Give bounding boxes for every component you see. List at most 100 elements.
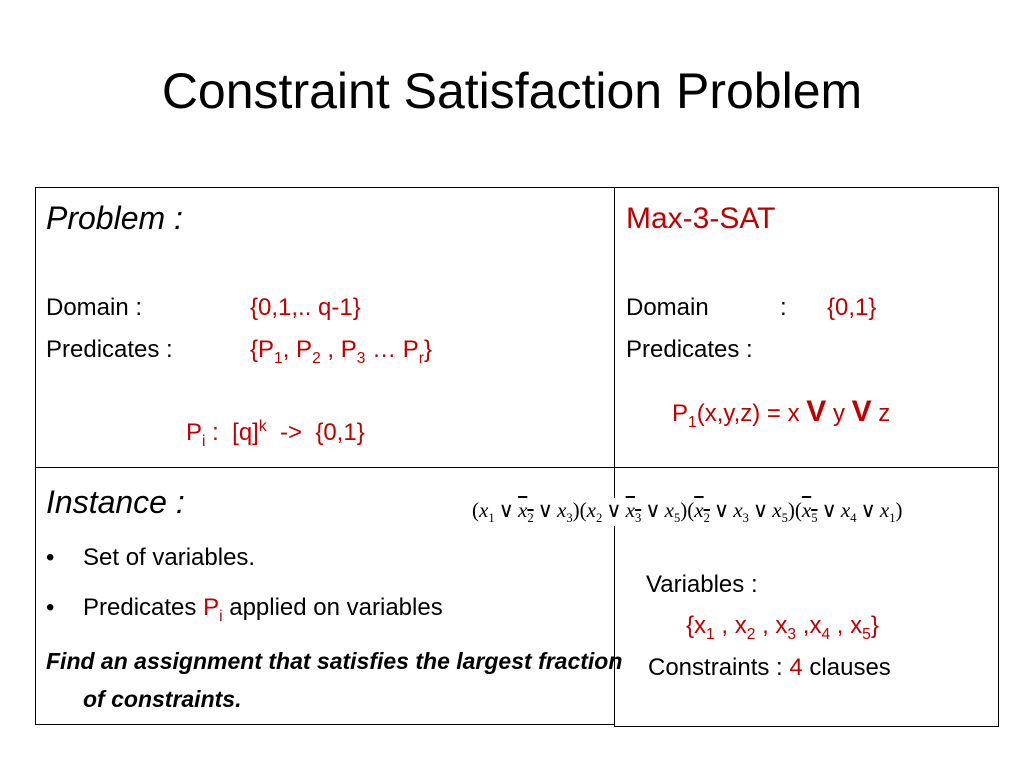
paren: ) (787, 498, 795, 522)
formula: (x1 ∨ x2 ∨ x3)(x2 ∨ x3 ∨ x5)(x2 ∨ x3 ∨ x5)(x5 ∨ x4 ∨ x1) (472, 498, 903, 527)
text: , P (282, 336, 313, 363)
separator: : (780, 294, 787, 321)
text: -> {0,1} (266, 419, 365, 446)
literal: x1 (879, 498, 896, 526)
operator: ∨ (537, 498, 553, 522)
text: } (870, 612, 879, 639)
bullet: • (46, 594, 55, 621)
text: , P (320, 336, 357, 363)
text: clauses (802, 654, 891, 681)
paren: ( (687, 498, 695, 522)
text: P (203, 594, 220, 621)
sub: 1 (706, 625, 715, 643)
text: P (186, 419, 203, 446)
index: 5 (673, 511, 681, 526)
heading: Problem : (46, 200, 183, 236)
literal: x1 (479, 498, 495, 526)
text: z (871, 400, 891, 427)
operator: ∨ (752, 498, 769, 522)
literal: x5 (664, 498, 681, 526)
literal: x3 (557, 498, 573, 526)
variable: x (586, 498, 596, 522)
paren: ( (472, 498, 479, 522)
operator: ∨ (645, 498, 661, 522)
sub: i (202, 432, 206, 450)
index: 3 (566, 511, 573, 526)
sub: 3 (356, 349, 366, 367)
value: {0,1,.. q-1} (250, 294, 361, 321)
operator: ∨ (713, 498, 730, 522)
text: y (826, 400, 852, 427)
literal: x4 (840, 498, 857, 526)
operator: ∨ (606, 498, 622, 522)
variable: x (557, 498, 567, 522)
literal: x5 (772, 498, 788, 526)
index: 2 (527, 511, 534, 526)
sub: 2 (746, 625, 756, 643)
divider (35, 467, 615, 468)
right-panel (614, 187, 999, 727)
paren: ) (895, 498, 903, 522)
value: {0,1} (827, 294, 877, 321)
index: 2 (595, 511, 603, 526)
index: 5 (811, 511, 818, 526)
constraints: Constraints : 4 clauses (648, 654, 891, 682)
index: 2 (703, 511, 710, 526)
text: (x,y,z) = x (696, 400, 807, 427)
text: {P (250, 336, 275, 363)
goal: Find an assignment that satisfies the la… (46, 648, 623, 712)
paren: ( (794, 498, 802, 522)
index: 4 (850, 511, 857, 526)
variable: x (625, 498, 635, 522)
operator: ∨ (821, 498, 837, 522)
variable: x (879, 498, 890, 522)
sub: 1 (274, 349, 283, 367)
value: {x1 , x2 , x3 ,x4 , x5} (686, 612, 879, 644)
operator: ∨ (498, 498, 514, 522)
variable: x (733, 498, 743, 522)
text: {x (686, 612, 707, 639)
variable: x (694, 498, 704, 522)
paren: ) (572, 498, 580, 522)
predicate-def: Pi : [q]k -> {0,1} (186, 418, 365, 451)
label: Predicates : (626, 336, 753, 363)
label: Domain (626, 294, 709, 321)
text: Predicates (83, 594, 204, 621)
index: 3 (634, 511, 642, 526)
literal: x3 (625, 498, 642, 526)
text: } (424, 336, 433, 363)
variable: x (518, 498, 528, 522)
text: , x (830, 612, 863, 639)
bullet-text: Predicates Pi applied on variables (83, 594, 443, 626)
paren: ) (680, 498, 688, 522)
index: 1 (889, 511, 896, 526)
variable: x (772, 498, 782, 522)
heading: Instance : (46, 484, 185, 520)
or-symbol: V (851, 395, 872, 428)
sup: k (258, 418, 267, 435)
literal: x2 (586, 498, 603, 526)
variable: x (479, 498, 489, 522)
divider (614, 467, 999, 468)
variable: x (840, 498, 851, 522)
text: P (672, 400, 689, 427)
bullet-text: Set of variables. (83, 544, 256, 571)
predicate-def: P1(x,y,z) = x V y V z (672, 395, 890, 432)
literal: x2 (694, 498, 710, 526)
text: ,x (796, 612, 822, 639)
operator: ∨ (860, 498, 876, 522)
text: : [q] (205, 419, 259, 446)
label: Domain : (46, 294, 143, 321)
index: 1 (488, 511, 495, 526)
text: applied on variables (222, 594, 443, 621)
label: Variables : (646, 571, 758, 598)
text: … P (365, 336, 419, 363)
sub: 5 (862, 625, 871, 643)
variable: x (664, 498, 674, 522)
variable: x (801, 498, 812, 522)
heading: Max-3-SAT (626, 202, 776, 235)
literal: x5 (801, 498, 818, 526)
index: 5 (781, 511, 788, 526)
literal: x2 (518, 498, 534, 526)
